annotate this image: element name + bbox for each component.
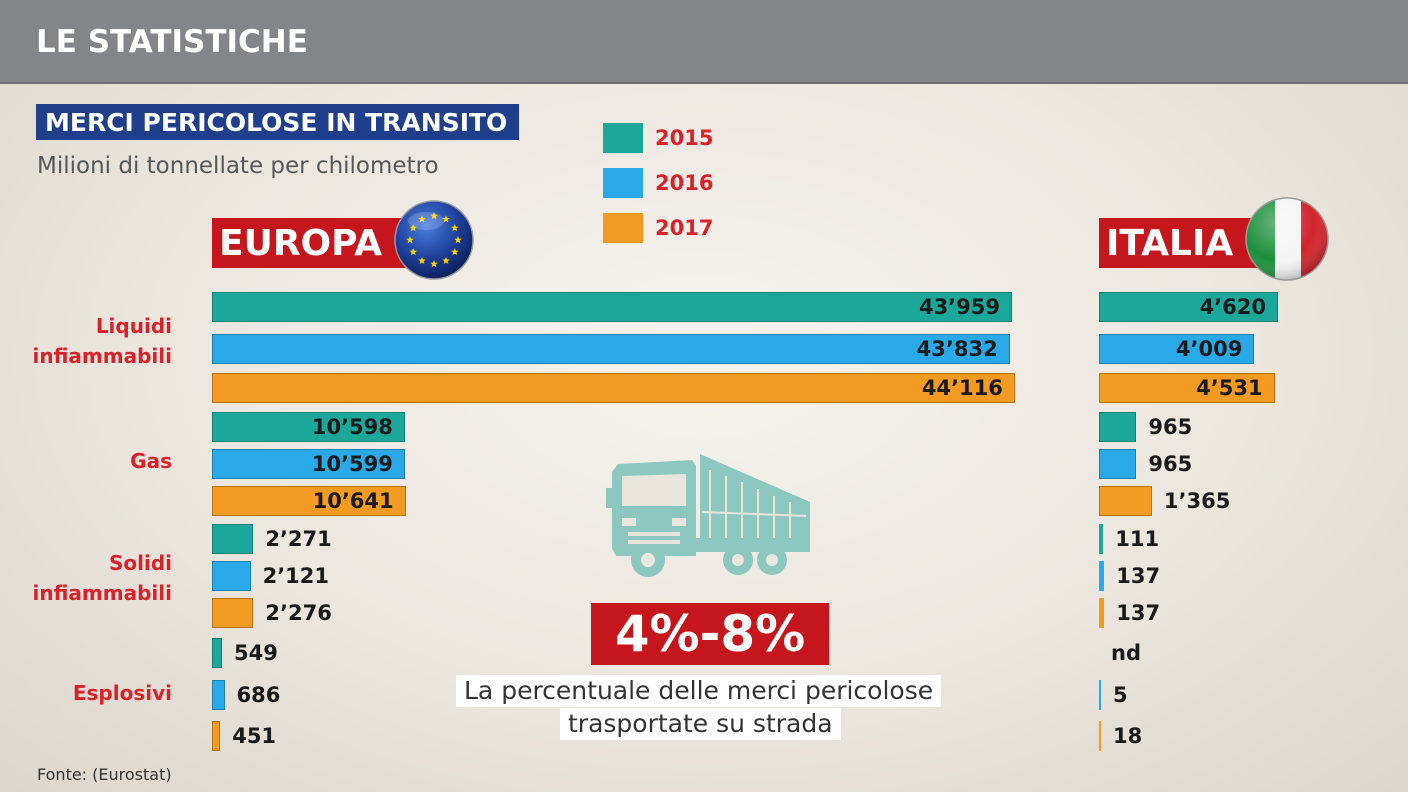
eu-star-icon [450,224,459,232]
legend-label-2015: 2015 [655,126,714,150]
italy-flag-globe-icon [1245,197,1329,281]
eu-flag-globe-icon [394,200,474,280]
chart-title-box: MERCI PERICOLOSE IN TRANSITO [36,104,520,140]
category-label-line: Esplosivi [72,681,172,705]
eu-star-icon [454,236,462,244]
italia-value-label: 4’009 [1175,337,1243,361]
europa-bar-3-2016 [212,680,225,710]
top-bar: LE STATISTICHE [0,0,1408,84]
italia-value-label: 965 [1148,452,1193,476]
truck-icon [606,454,810,577]
category-label-line: Solidi [108,551,172,575]
eu-star-icon [409,248,418,256]
eu-star-icon [430,260,438,268]
italia-bar-1-2017 [1099,486,1152,516]
europa-bar-0-2016 [212,334,1010,364]
italia-value-label: 111 [1115,527,1160,551]
category-label-line: infiammabili [32,581,172,605]
europa-bar-0-2017 [212,373,1015,403]
europa-bar-1-2015 [212,412,405,442]
italia-value-label: 965 [1148,415,1193,439]
italia-value-label: 5 [1113,683,1128,707]
europa-bar-2-2015 [212,524,254,554]
europa-panel-label: EUROPA [212,218,412,268]
italia-bar-1-2016 [1099,449,1137,479]
italia-bar-3-2016 [1099,680,1101,710]
europa-value-label: 10’598 [311,415,393,439]
category-label: Esplosivi [73,678,172,708]
europa-value-label: 10’641 [312,489,394,513]
italia-bar-1-2015 [1099,412,1137,442]
europa-bar-3-2015 [212,638,222,668]
europa-bar-1-2017 [212,486,406,516]
italia-value-label: nd [1111,641,1141,665]
eu-star-icon [442,256,450,265]
eu-star-icon [418,256,426,265]
eu-star-icon [430,212,438,220]
italia-panel-label: ITALIA [1099,218,1267,268]
europa-value-label: 451 [232,724,277,748]
europa-bar-3-2017 [212,721,221,751]
europa-value-label: 2’271 [265,527,332,551]
europa-value-label: 2’121 [262,564,330,588]
legend-label-2017: 2017 [655,216,714,240]
category-label: Gas [130,446,172,476]
europa-bar-1-2016 [212,449,405,479]
italia-value-label: 4’620 [1199,295,1266,319]
category-label: Liquidi infiammabili [33,311,172,371]
eu-star-icon [442,215,450,223]
italia-bar-0-2015 [1099,292,1278,322]
category-label-line: infiammabili [32,344,172,368]
eu-star-icon [409,224,418,232]
legend-swatch-2015 [603,123,643,153]
europa-value-label: 549 [233,641,278,665]
source-note: Fonte: (Eurostat) [37,765,172,784]
legend-swatch-2017 [603,213,643,243]
highlight-description-line-2: trasportate su strada [560,708,841,740]
highlight-percentage: 4%-8% [591,603,829,665]
legend-swatch-2016 [603,168,643,198]
europa-value-label: 43’959 [918,295,1000,319]
chart-subtitle: Milioni di tonnellate per chilometro [37,153,439,179]
page-title: LE STATISTICHE [36,24,308,60]
europa-value-label: 43’832 [916,337,998,361]
category-label-line: Gas [130,449,172,473]
italia-value-label: 137 [1116,601,1161,625]
category-label-line: Liquidi [95,314,172,338]
italia-value-label: 137 [1116,564,1161,588]
italia-bar-0-2017 [1099,373,1275,403]
italia-value-label: 18 [1113,724,1143,748]
highlight-description-line-1: La percentuale delle merci pericolose [456,675,942,707]
italia-bar-3-2017 [1099,721,1101,751]
europa-value-label: 44’116 [921,376,1003,400]
eu-star-icon [418,215,426,223]
europa-value-label: 686 [236,683,281,707]
chart-title: MERCI PERICOLOSE IN TRANSITO [45,107,508,137]
italia-value-label: 1’365 [1163,489,1231,513]
category-label: Solidi infiammabili [33,548,172,608]
europa-bar-2-2017 [212,598,254,628]
italia-bar-2-2017 [1099,598,1105,628]
italia-value-label: 4’531 [1196,376,1263,400]
italia-bar-0-2016 [1099,334,1255,364]
europa-bar-2-2016 [212,561,251,591]
eu-star-icon [406,236,414,244]
eu-star-icon [450,248,459,256]
europa-value-label: 10’599 [311,452,393,476]
legend-label-2016: 2016 [655,171,714,195]
europa-bar-0-2015 [212,292,1012,322]
europa-value-label: 2’276 [265,601,332,625]
italia-bar-2-2016 [1099,561,1105,591]
italia-bar-2-2015 [1099,524,1104,554]
